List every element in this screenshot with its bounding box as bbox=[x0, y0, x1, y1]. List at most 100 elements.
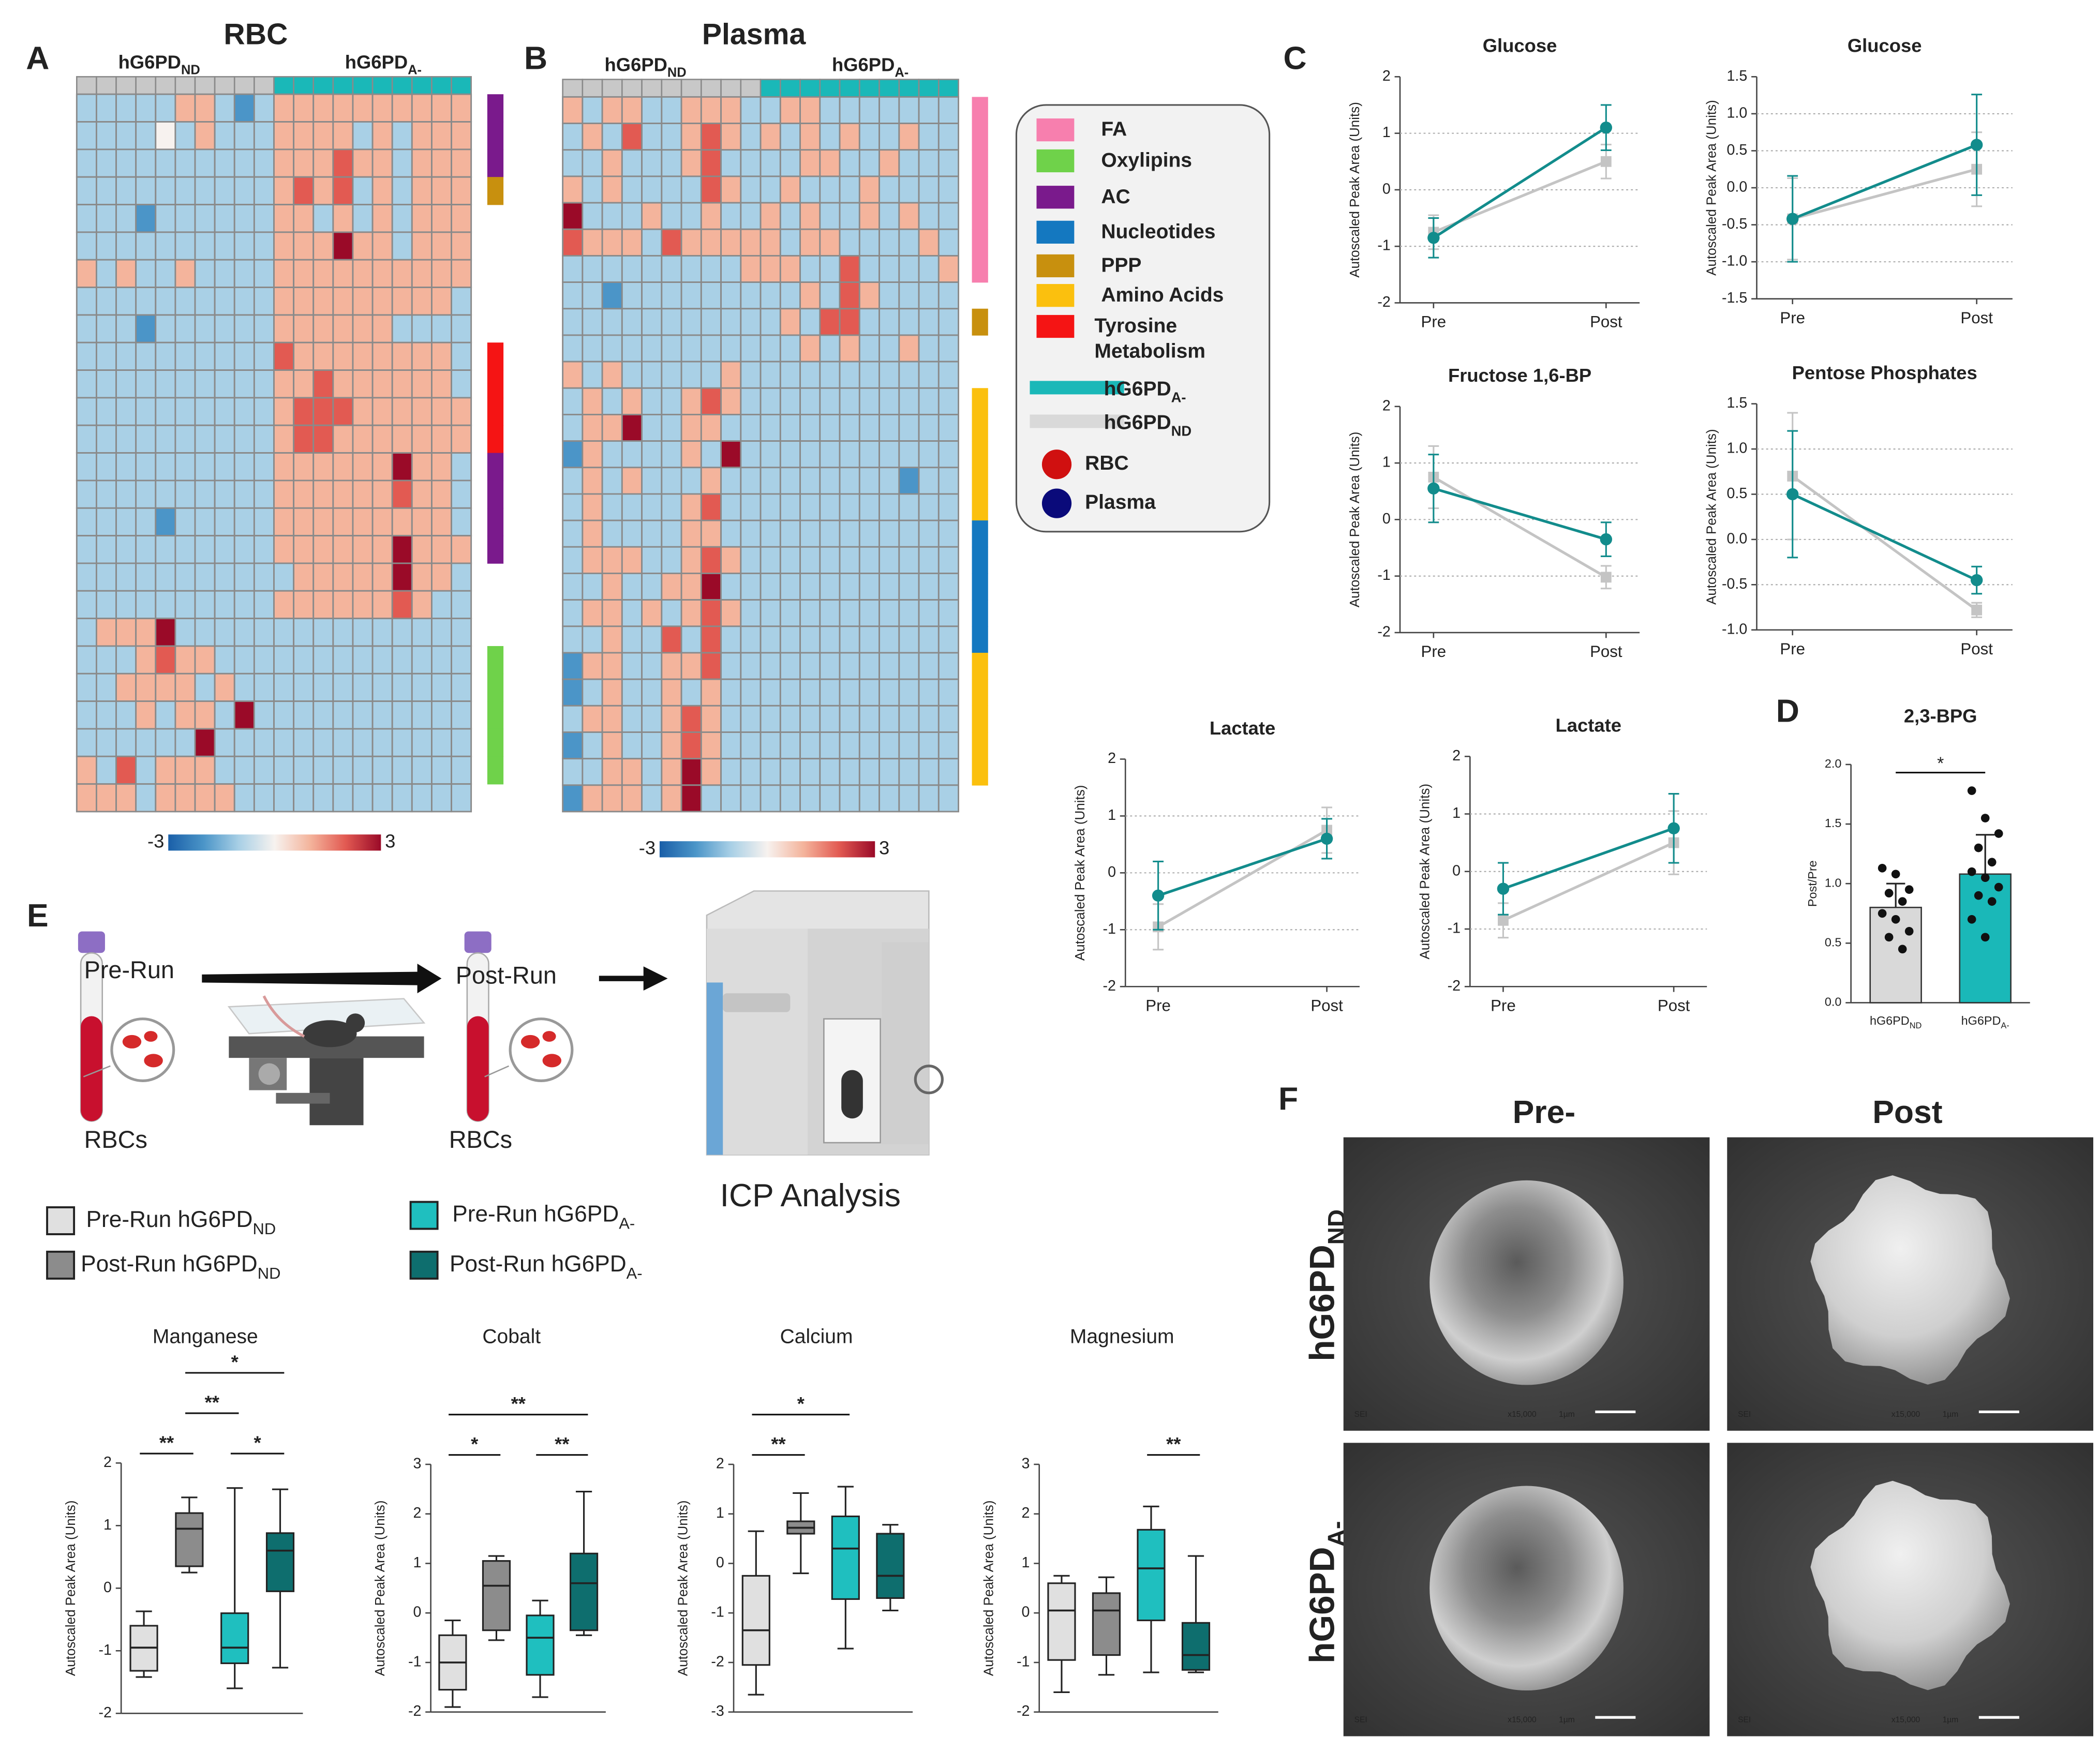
heatmap-cell bbox=[582, 413, 603, 442]
heatmap-cell bbox=[937, 281, 960, 310]
heatmap-cell bbox=[621, 440, 643, 469]
y-tick-label: -3 bbox=[711, 1703, 724, 1719]
heatmap-cell bbox=[332, 590, 354, 620]
heatmap-cell bbox=[937, 652, 960, 680]
data-point bbox=[1967, 867, 1976, 876]
group-cell bbox=[740, 79, 762, 98]
y-axis-label: Autoscaled Peak Area (Units) bbox=[1072, 785, 1088, 961]
heatmap-cell bbox=[174, 755, 196, 785]
heatmap-cell bbox=[680, 678, 702, 707]
y-tick-label: -1 bbox=[1017, 1653, 1030, 1670]
heatmap-cell bbox=[194, 231, 216, 261]
heatmap-cell bbox=[799, 467, 821, 495]
row-class-bar bbox=[972, 706, 988, 733]
line-series bbox=[1433, 487, 1607, 541]
heatmap-cell bbox=[391, 645, 413, 675]
sem-caption: SEI bbox=[1354, 1715, 1367, 1724]
heatmap-cell bbox=[194, 507, 216, 537]
heatmap-cell bbox=[759, 467, 781, 495]
group-cell bbox=[115, 76, 137, 95]
y-tick-label: -2 bbox=[99, 1704, 112, 1721]
heatmap-cell bbox=[779, 96, 801, 124]
heatmap-cell bbox=[115, 397, 137, 426]
heatmap-cell bbox=[293, 314, 315, 343]
heatmap-cell bbox=[582, 334, 603, 363]
heatmap-cell bbox=[214, 287, 235, 316]
heatmap-cell bbox=[858, 123, 881, 151]
heatmap-cell bbox=[759, 149, 781, 177]
legend-group-label-base: hG6PD bbox=[1104, 412, 1171, 434]
heatmap-cell bbox=[253, 590, 275, 620]
heatmap-cell bbox=[76, 287, 97, 316]
heatmap-cell bbox=[135, 93, 157, 123]
heatmap-cell bbox=[779, 519, 801, 548]
heatmap-cell bbox=[371, 590, 393, 620]
heatmap-cell bbox=[759, 308, 781, 336]
heatmap-cell bbox=[601, 678, 623, 707]
row-class-bar bbox=[972, 203, 988, 230]
heatmap-cell bbox=[135, 562, 157, 592]
heatmap-cell bbox=[135, 369, 157, 399]
heatmap-cell bbox=[273, 121, 295, 151]
legend-group-label-base: hG6PD bbox=[1104, 378, 1171, 400]
marker bbox=[1667, 822, 1680, 835]
heatmap-cell bbox=[391, 728, 413, 757]
heatmap-cell bbox=[700, 731, 722, 760]
heatmap-cell bbox=[819, 308, 841, 336]
heatmap-cell bbox=[562, 96, 584, 124]
y-axis-label: Autoscaled Peak Area (Units) bbox=[980, 1500, 996, 1676]
group-cell bbox=[859, 79, 880, 98]
heatmap-cell bbox=[273, 507, 295, 537]
heatmap-cell bbox=[194, 645, 216, 675]
x-tick-label-base: hG6PD bbox=[1961, 1014, 2001, 1027]
x-tick-label: Post bbox=[1658, 997, 1690, 1015]
heatmap-cell bbox=[621, 308, 643, 336]
heatmap-cell bbox=[918, 625, 940, 654]
heatmap-cell bbox=[451, 176, 472, 205]
heatmap-cell bbox=[174, 618, 196, 647]
heatmap-cell bbox=[135, 314, 157, 343]
heatmap-cell bbox=[76, 341, 97, 371]
heatmap-cell bbox=[601, 440, 623, 469]
heatmap-cell bbox=[273, 728, 295, 757]
heatmap-cell bbox=[214, 783, 235, 813]
heatmap-cell bbox=[937, 123, 960, 151]
heatmap-cell bbox=[937, 96, 960, 124]
heatmap-cell bbox=[878, 546, 900, 574]
heatmap-cell bbox=[858, 334, 881, 363]
heatmap-cell bbox=[740, 467, 762, 495]
heatmap-cell bbox=[253, 369, 275, 399]
heatmap-cell bbox=[819, 281, 841, 310]
heatmap-cell bbox=[155, 397, 176, 426]
heatmap-cell bbox=[155, 93, 176, 123]
legend-swatch bbox=[1036, 118, 1075, 142]
heatmap-cell bbox=[878, 361, 900, 389]
heatmap-cell bbox=[720, 467, 742, 495]
group-label-base: hG6PD bbox=[118, 51, 181, 72]
heatmap-cell bbox=[135, 480, 157, 509]
heatmap-cell bbox=[115, 341, 137, 371]
heatmap-cell bbox=[95, 369, 117, 399]
heatmap-cell bbox=[601, 546, 623, 574]
heatmap-cell bbox=[918, 678, 940, 707]
heatmap-cell bbox=[562, 519, 584, 548]
heatmap-cell bbox=[740, 149, 762, 177]
line-series bbox=[1502, 827, 1674, 890]
heatmap-cell bbox=[371, 314, 393, 343]
heatmap-cell bbox=[582, 96, 603, 124]
heatmap-cell bbox=[720, 573, 742, 601]
heatmap-cell bbox=[352, 480, 374, 509]
heatmap-cell bbox=[194, 176, 216, 205]
heatmap-cell bbox=[332, 424, 354, 454]
heatmap-cell bbox=[312, 728, 334, 757]
heatmap-cell bbox=[135, 204, 157, 233]
heatmap-cell bbox=[858, 573, 881, 601]
heatmap-cell bbox=[115, 176, 137, 205]
heatmap-cell bbox=[759, 678, 781, 707]
heatmap-cell bbox=[273, 452, 295, 482]
heatmap-cell bbox=[759, 731, 781, 760]
heatmap-cell bbox=[601, 308, 623, 336]
heatmap-cell bbox=[253, 121, 275, 151]
heatmap-cell bbox=[819, 440, 841, 469]
heatmap-cell bbox=[759, 387, 781, 415]
